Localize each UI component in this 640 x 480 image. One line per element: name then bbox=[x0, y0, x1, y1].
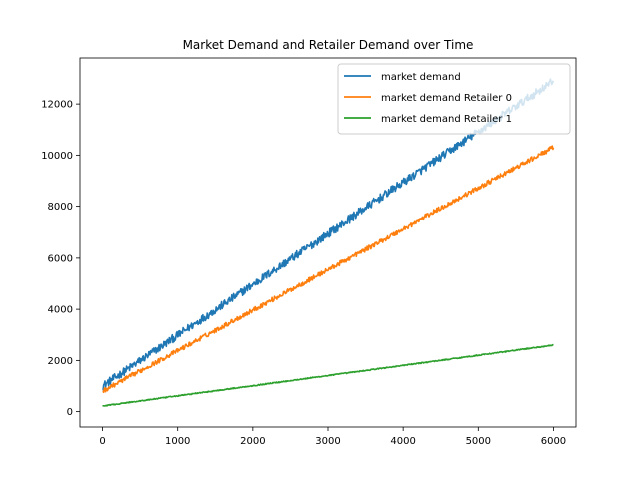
y-tick-label-0: 0 bbox=[67, 407, 73, 418]
x-tick-label-1: 1000 bbox=[165, 436, 190, 447]
y-tick-label-4: 8000 bbox=[48, 202, 73, 213]
axes-layer: 0 1000 2000 3000 4000 5000 6000 0 2000 4000 6000 80… bbox=[41, 57, 577, 447]
legend-label-1: market demand Retailer 0 bbox=[381, 93, 512, 104]
legend-box bbox=[337, 63, 571, 135]
y-tick-label-3: 6000 bbox=[48, 253, 73, 264]
chart-title: Market Demand and Retailer Demand over T… bbox=[183, 38, 474, 52]
y-tick-label-2: 4000 bbox=[48, 305, 73, 316]
x-tick-label-4: 4000 bbox=[390, 436, 415, 447]
y-tick-label-1: 2000 bbox=[48, 356, 73, 367]
series-line-2 bbox=[102, 343, 554, 407]
legend-label-0: market demand bbox=[381, 72, 461, 83]
y-tick-label-5: 10000 bbox=[41, 151, 73, 162]
legend: market demand market demand Retailer 0 mar… bbox=[337, 63, 571, 135]
x-tick-label-0: 0 bbox=[99, 436, 105, 447]
x-tick-label-6: 6000 bbox=[541, 436, 566, 447]
x-tick-label-3: 3000 bbox=[315, 436, 340, 447]
y-tick-label-6: 12000 bbox=[41, 100, 73, 111]
x-tick-label-2: 2000 bbox=[240, 436, 265, 447]
series-line-1 bbox=[102, 145, 555, 394]
x-tick-label-5: 5000 bbox=[466, 436, 491, 447]
legend-label-2: market demand Retailer 1 bbox=[381, 114, 512, 125]
